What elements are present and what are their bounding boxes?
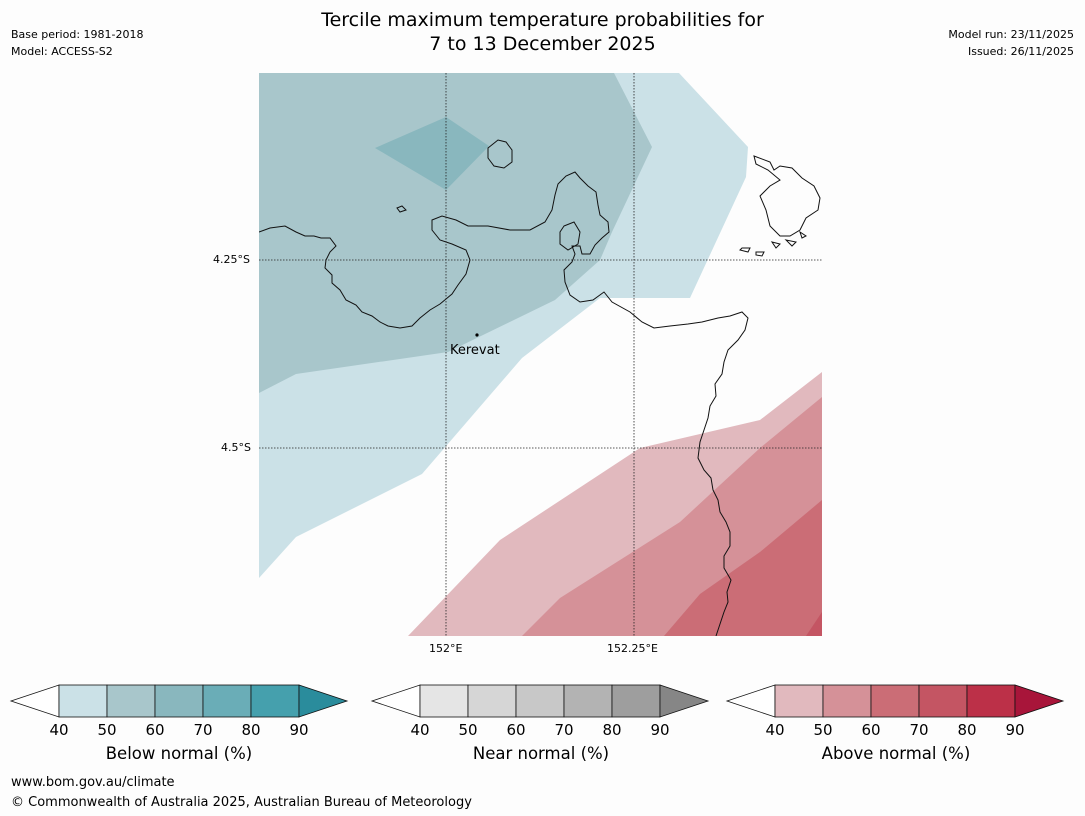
near-extend-min	[370, 684, 421, 718]
above-tick: 40	[765, 721, 784, 739]
above-bin-80-90	[966, 684, 1016, 718]
above-tick: 50	[813, 721, 832, 739]
above-tick: 70	[909, 721, 928, 739]
colorbar-near	[370, 684, 710, 718]
near-tick: 50	[458, 721, 477, 739]
above-extend-max	[1014, 684, 1065, 718]
title-line-1: Tercile maximum temperature probabilitie…	[321, 9, 764, 31]
near-normal-label: Near normal (%)	[472, 744, 610, 763]
lon-label-152-25: 152.25°E	[607, 642, 658, 655]
below-extend-min	[9, 684, 60, 718]
title-line-2: 7 to 13 December 2025	[429, 33, 656, 55]
graticule	[259, 73, 822, 636]
above-tick: 80	[957, 721, 976, 739]
place-label-kerevat: Kerevat	[450, 343, 500, 358]
near-bin-40-50	[419, 684, 469, 718]
duke-of-york-islands	[739, 155, 821, 257]
above-bin-40-50	[774, 684, 824, 718]
colorbar-above	[725, 684, 1065, 718]
below-tick: 70	[193, 721, 212, 739]
near-bin-70-80	[563, 684, 613, 718]
above-extend-min	[725, 684, 776, 718]
near-tick: 40	[410, 721, 429, 739]
above-bin-60-70	[870, 684, 920, 718]
below-tick: 40	[49, 721, 68, 739]
below-tick: 90	[289, 721, 308, 739]
lat-label-4-25: 4.25°S	[213, 253, 250, 266]
below-bin-40-50	[58, 684, 108, 718]
above-bin-50-60	[822, 684, 872, 718]
below-bin-70-80	[202, 684, 252, 718]
below-60-70-region	[375, 117, 489, 190]
model-run: Model run: 23/11/2025	[948, 28, 1074, 41]
above-tick: 60	[861, 721, 880, 739]
base-period: Base period: 1981-2018	[11, 28, 144, 41]
near-bin-60-70	[515, 684, 565, 718]
near-tick: 80	[602, 721, 621, 739]
coastline	[259, 139, 821, 636]
below-bin-80-90	[250, 684, 300, 718]
near-bin-50-60	[467, 684, 517, 718]
near-tick: 60	[506, 721, 525, 739]
above-tick: 90	[1005, 721, 1024, 739]
small-islet	[396, 205, 407, 213]
near-tick: 70	[554, 721, 573, 739]
near-bin-80-90	[611, 684, 661, 718]
top-left-info: Base period: 1981-2018 Model: ACCESS-S2	[11, 26, 143, 60]
lon-label-152: 152°E	[429, 642, 463, 655]
inner-bay-coast	[559, 221, 581, 251]
issued-date: Issued: 26/11/2025	[967, 45, 1074, 58]
below-tick: 50	[97, 721, 116, 739]
watom-island	[487, 139, 513, 169]
lat-label-4-5: 4.5°S	[221, 441, 251, 454]
below-normal-label: Below normal (%)	[105, 744, 253, 763]
above-60-70-region	[664, 500, 822, 636]
footer-url[interactable]: www.bom.gov.au/climate	[11, 775, 175, 790]
below-50-60-region	[259, 73, 652, 393]
below-tick: 60	[145, 721, 164, 739]
model-name: Model: ACCESS-S2	[11, 45, 113, 58]
near-extend-max	[659, 684, 710, 718]
above-70-80-region	[806, 612, 822, 636]
gazelle-peninsula-coast	[259, 171, 749, 636]
above-normal-label: Above normal (%)	[821, 744, 971, 763]
kerevat-marker	[475, 333, 479, 337]
top-right-info: Model run: 23/11/2025 Issued: 26/11/2025	[948, 26, 1074, 60]
below-bin-60-70	[154, 684, 204, 718]
above-bin-70-80	[918, 684, 968, 718]
near-tick: 90	[650, 721, 669, 739]
below-extend-max	[298, 684, 349, 718]
footer-copyright: © Commonwealth of Australia 2025, Austra…	[11, 795, 472, 810]
colorbar-below	[9, 684, 349, 718]
map-title: Tercile maximum temperature probabilitie…	[0, 8, 1085, 56]
below-tick: 80	[241, 721, 260, 739]
below-bin-50-60	[106, 684, 156, 718]
